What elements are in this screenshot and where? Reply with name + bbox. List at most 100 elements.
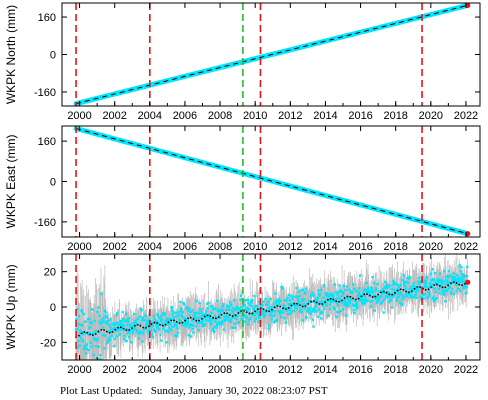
data-point [377, 27, 380, 30]
data-point [352, 304, 355, 307]
data-point [291, 185, 295, 188]
model-dot [371, 296, 374, 298]
data-point [346, 302, 349, 305]
data-point [93, 336, 96, 340]
data-point [397, 292, 400, 295]
data-point [189, 310, 192, 314]
data-point [418, 281, 421, 284]
data-point [294, 295, 297, 298]
data-point [181, 324, 184, 327]
data-point [401, 297, 404, 301]
data-point [445, 275, 448, 278]
data-point [85, 347, 88, 351]
data-point [224, 167, 228, 170]
model-dot [321, 303, 324, 305]
data-point [80, 337, 83, 341]
data-point [299, 307, 303, 310]
model-dot [254, 310, 256, 313]
model-dot [131, 327, 133, 329]
data-point [371, 288, 374, 291]
model-dot [150, 323, 153, 325]
data-point [216, 309, 219, 313]
data-point [243, 304, 247, 307]
model-dot [259, 307, 262, 310]
data-point [448, 285, 452, 288]
data-point [116, 321, 119, 325]
data-point [76, 346, 80, 349]
data-point [182, 315, 185, 319]
data-point [325, 302, 328, 306]
model-dot [298, 304, 301, 307]
data-point [452, 272, 456, 275]
data-point [399, 293, 402, 296]
data-point [275, 306, 278, 309]
data-point [79, 329, 82, 332]
data-point [360, 297, 363, 300]
data-point [221, 305, 224, 308]
data-point [207, 301, 210, 305]
data-point [423, 292, 427, 296]
model-dot [352, 297, 354, 300]
data-point [154, 321, 158, 324]
data-point [332, 306, 336, 309]
data-point [288, 302, 291, 306]
data-point [293, 306, 297, 309]
data-point [256, 311, 259, 315]
data-point [292, 310, 296, 313]
x-tick-label: 2022 [454, 364, 478, 376]
data-point [217, 314, 221, 317]
y-tick-label: 0 [50, 177, 56, 189]
data-point [193, 313, 197, 317]
data-point [263, 313, 267, 317]
data-point [352, 308, 355, 312]
data-point [113, 345, 116, 348]
data-point [392, 281, 396, 285]
data-point [391, 295, 395, 299]
model-dot [215, 317, 217, 320]
data-point [404, 281, 408, 284]
data-point [274, 300, 277, 304]
data-point [176, 331, 180, 334]
data-point [382, 288, 385, 292]
data-point [174, 153, 177, 156]
data-point [184, 325, 188, 328]
data-point [363, 301, 366, 304]
data-point [462, 287, 465, 290]
model-dot [363, 293, 366, 296]
data-point [438, 280, 441, 284]
data-point [98, 314, 101, 317]
data-point [422, 297, 426, 300]
data-point [82, 312, 86, 316]
data-point [99, 353, 102, 357]
data-point [231, 326, 234, 329]
data-point [429, 283, 432, 286]
data-point [156, 312, 159, 316]
data-point [131, 329, 134, 333]
model-dot [410, 290, 413, 293]
data-point [127, 316, 130, 320]
data-point [390, 287, 394, 291]
data-point [409, 296, 412, 299]
data-point [343, 303, 346, 306]
data-point [308, 308, 311, 311]
model-dot [312, 300, 315, 303]
data-point [141, 340, 144, 343]
data-point [357, 291, 361, 294]
data-point [159, 316, 162, 319]
data-point [294, 302, 298, 306]
data-point [284, 321, 287, 324]
data-point [331, 298, 334, 301]
model-dot [394, 292, 396, 294]
data-point [237, 321, 240, 324]
data-point [457, 287, 460, 291]
data-point [216, 316, 220, 320]
data-point [231, 316, 235, 320]
data-point [417, 276, 421, 280]
data-point [289, 294, 293, 297]
data-point [244, 308, 247, 311]
data-point [235, 307, 239, 311]
data-point [271, 179, 274, 182]
data-point [273, 314, 276, 317]
data-point [87, 333, 91, 336]
data-point [267, 324, 271, 327]
